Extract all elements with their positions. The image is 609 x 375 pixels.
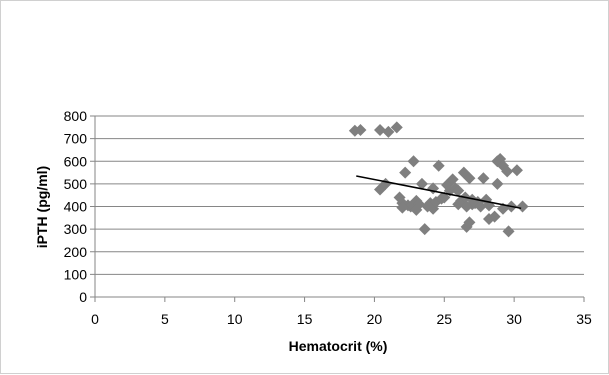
y-tick-label: 0 [79, 289, 87, 305]
x-tick-label: 5 [161, 311, 169, 327]
x-tick-label: 0 [91, 311, 99, 327]
y-tick-label: 200 [64, 244, 88, 260]
data-point [463, 216, 476, 229]
data-point [452, 184, 465, 197]
x-tick-label: 35 [576, 311, 592, 327]
data-point [390, 121, 403, 134]
y-tick-label: 800 [64, 108, 88, 124]
data-point [399, 166, 412, 179]
data-point [463, 172, 476, 185]
data-point [415, 177, 428, 190]
data-points [348, 121, 529, 238]
axes [90, 115, 585, 302]
x-tick-label: 30 [506, 311, 522, 327]
trendline [356, 175, 522, 210]
data-point [410, 203, 423, 216]
x-tick-label: 15 [297, 311, 313, 327]
x-tick-label: 25 [436, 311, 452, 327]
data-point [474, 200, 487, 213]
data-point [396, 201, 409, 214]
y-tick-labels: 0 100 200 300 400 500 600 700 800 [64, 108, 88, 305]
data-point [510, 164, 523, 177]
data-point [477, 172, 490, 185]
x-tick-label: 20 [367, 311, 383, 327]
data-point [407, 155, 420, 168]
data-point [374, 124, 387, 137]
y-tick-label: 100 [64, 266, 88, 282]
grid [95, 115, 584, 275]
trendline-layer [356, 175, 522, 210]
data-point [418, 223, 431, 236]
y-tick-label: 500 [64, 176, 88, 192]
data-point [491, 177, 504, 190]
data-point [460, 200, 473, 213]
y-tick-label: 700 [64, 131, 88, 147]
x-axis-title: Hematocrit (%) [289, 338, 388, 354]
x-tick-labels: 0 5 10 15 20 25 30 35 [91, 311, 592, 327]
data-point [501, 165, 514, 178]
y-tick-label: 400 [64, 199, 88, 215]
data-point [488, 210, 501, 223]
data-point [432, 159, 445, 172]
data-point [516, 200, 529, 213]
data-point [502, 225, 515, 238]
data-point [354, 124, 367, 137]
data-point [446, 173, 459, 186]
y-tick-label: 300 [64, 221, 88, 237]
y-axis-title: iPTH (pg/ml) [34, 166, 50, 248]
x-tick-label: 10 [227, 311, 243, 327]
y-tick-label: 600 [64, 153, 88, 169]
